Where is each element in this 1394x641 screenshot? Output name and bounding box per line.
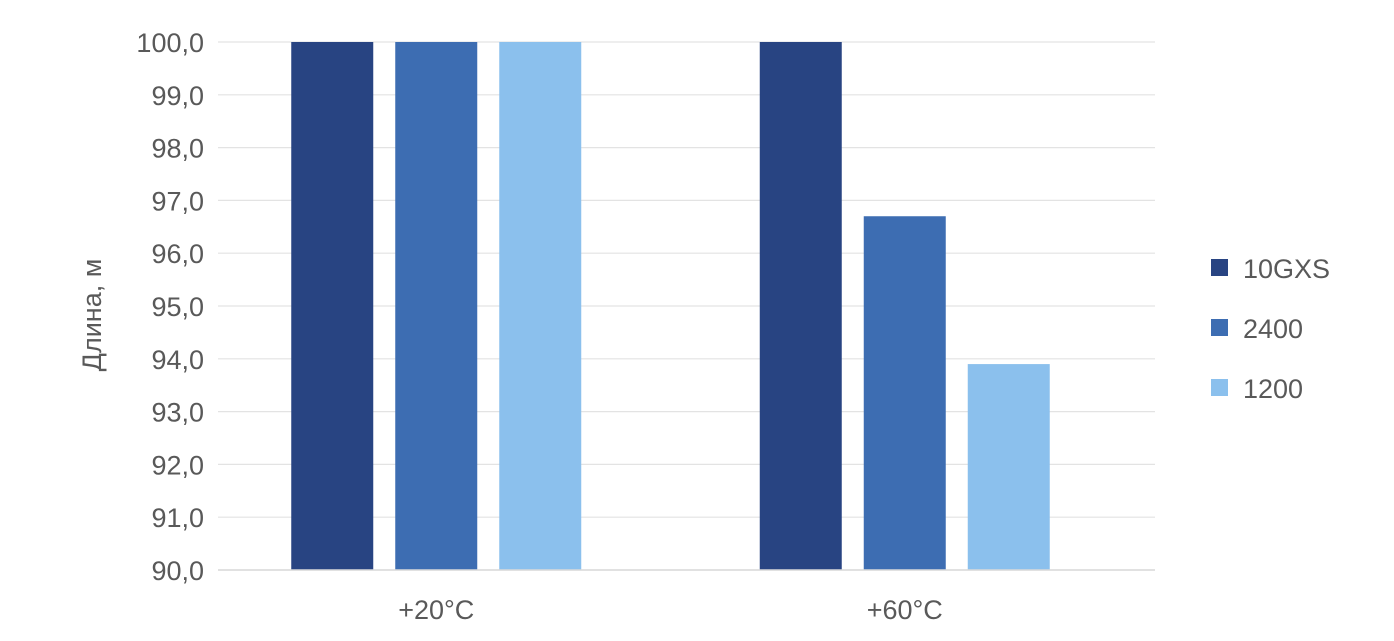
x-tick-label: +60°C	[867, 595, 943, 625]
legend-label-1200: 1200	[1243, 374, 1303, 404]
bar-1200-2	[967, 364, 1050, 570]
legend-swatch-2400	[1211, 319, 1228, 336]
bar-2400-2	[863, 216, 946, 571]
gridlines	[218, 41, 1155, 571]
y-tick-label: 93,0	[151, 398, 204, 428]
bar-1200-1	[499, 42, 582, 570]
y-tick-label: 90,0	[151, 556, 204, 586]
y-tick-label: 91,0	[151, 503, 204, 533]
bar-2400-1	[395, 42, 478, 570]
y-axis-title: Длина, м	[77, 259, 107, 372]
y-tick-label: 95,0	[151, 292, 204, 322]
y-tick-label: 92,0	[151, 450, 204, 480]
legend-swatch-1200	[1211, 379, 1228, 396]
y-axis-ticks: 90,0 91,0 92,0 93,0 94,0 95,0 96,0 97,0 98,0 99,0…	[136, 28, 204, 586]
x-axis-ticks: +20°C +60°C	[218, 569, 1155, 625]
y-tick-label: 94,0	[151, 345, 204, 375]
legend: 10GXS 2400 1200	[1211, 254, 1330, 404]
y-tick-label: 100,0	[136, 28, 204, 58]
y-tick-label: 97,0	[151, 186, 204, 216]
x-tick-label: +20°C	[398, 595, 474, 625]
y-tick-label: 96,0	[151, 239, 204, 269]
bar-10gxs-1	[291, 42, 374, 570]
legend-swatch-10gxs	[1211, 259, 1228, 276]
bars	[291, 42, 1050, 571]
legend-label-10gxs: 10GXS	[1243, 254, 1330, 284]
bar-10gxs-2	[759, 42, 842, 570]
y-tick-label: 99,0	[151, 81, 204, 111]
y-tick-label: 98,0	[151, 134, 204, 164]
legend-label-2400: 2400	[1243, 314, 1303, 344]
